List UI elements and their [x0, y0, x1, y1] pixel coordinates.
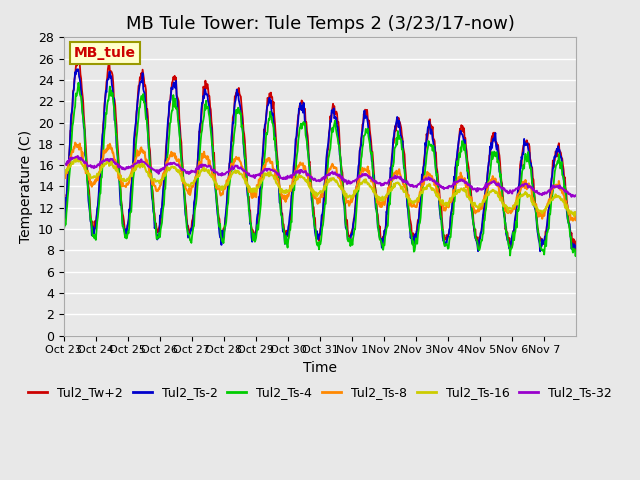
- Tul2_Ts-2: [60, 222, 68, 228]
- Tul2_Ts-4: [75, 80, 83, 85]
- Tul2_Tw+2: [402, 172, 410, 178]
- Tul2_Ts-2: [536, 249, 544, 254]
- Tul2_Ts-2: [572, 245, 580, 251]
- Tul2_Ts-16: [60, 171, 68, 177]
- Tul2_Ts-2: [402, 178, 410, 183]
- Tul2_Tw+2: [572, 238, 580, 244]
- Tul2_Ts-32: [402, 179, 410, 184]
- Tul2_Ts-8: [569, 218, 577, 224]
- Tul2_Ts-16: [71, 155, 79, 161]
- Legend: Tul2_Tw+2, Tul2_Ts-2, Tul2_Ts-4, Tul2_Ts-8, Tul2_Ts-16, Tul2_Ts-32: Tul2_Tw+2, Tul2_Ts-2, Tul2_Ts-4, Tul2_Ts…: [23, 381, 617, 404]
- Line: Tul2_Ts-32: Tul2_Ts-32: [64, 156, 576, 197]
- Tul2_Ts-4: [402, 182, 410, 188]
- Tul2_Ts-8: [121, 183, 129, 189]
- Tul2_Ts-2: [121, 228, 129, 234]
- Tul2_Ts-32: [241, 168, 248, 174]
- Tul2_Tw+2: [571, 248, 579, 253]
- Tul2_Ts-4: [572, 248, 580, 253]
- Tul2_Ts-4: [241, 142, 248, 147]
- Line: Tul2_Ts-4: Tul2_Ts-4: [64, 83, 576, 256]
- Tul2_Ts-8: [260, 164, 268, 170]
- Tul2_Ts-16: [241, 176, 248, 181]
- Text: MB_tule: MB_tule: [74, 46, 136, 60]
- Tul2_Ts-2: [373, 213, 381, 218]
- Tul2_Ts-32: [572, 192, 580, 198]
- Line: Tul2_Ts-16: Tul2_Ts-16: [64, 158, 576, 216]
- Tul2_Ts-32: [121, 167, 129, 172]
- Tul2_Ts-2: [74, 66, 82, 72]
- Line: Tul2_Ts-2: Tul2_Ts-2: [64, 69, 576, 252]
- Tul2_Ts-32: [74, 153, 82, 159]
- Tul2_Ts-32: [215, 172, 223, 178]
- Tul2_Ts-4: [260, 161, 268, 167]
- Tul2_Tw+2: [241, 131, 248, 137]
- Tul2_Ts-2: [241, 150, 248, 156]
- Line: Tul2_Ts-8: Tul2_Ts-8: [64, 143, 576, 221]
- Tul2_Ts-4: [215, 221, 223, 227]
- Tul2_Tw+2: [60, 215, 68, 221]
- Tul2_Ts-8: [241, 170, 248, 176]
- Tul2_Tw+2: [121, 225, 129, 230]
- Tul2_Ts-32: [260, 168, 268, 174]
- Tul2_Ts-32: [373, 180, 381, 185]
- Tul2_Ts-8: [71, 140, 79, 145]
- Tul2_Ts-2: [215, 223, 223, 229]
- X-axis label: Time: Time: [303, 361, 337, 375]
- Tul2_Ts-4: [572, 253, 579, 259]
- Tul2_Ts-8: [215, 184, 223, 190]
- Tul2_Ts-8: [373, 200, 381, 205]
- Title: MB Tule Tower: Tule Temps 2 (3/23/17-now): MB Tule Tower: Tule Temps 2 (3/23/17-now…: [125, 15, 515, 33]
- Tul2_Ts-16: [402, 190, 410, 195]
- Tul2_Tw+2: [260, 140, 268, 145]
- Tul2_Ts-16: [572, 210, 580, 216]
- Tul2_Ts-16: [260, 176, 268, 182]
- Tul2_Tw+2: [373, 209, 381, 215]
- Tul2_Ts-32: [568, 194, 575, 200]
- Tul2_Ts-16: [215, 184, 223, 190]
- Tul2_Ts-16: [121, 178, 129, 184]
- Tul2_Tw+2: [74, 55, 82, 60]
- Tul2_Ts-16: [570, 213, 578, 219]
- Tul2_Ts-4: [373, 212, 381, 218]
- Tul2_Tw+2: [215, 215, 223, 220]
- Tul2_Ts-8: [60, 176, 68, 182]
- Tul2_Ts-8: [402, 189, 410, 195]
- Tul2_Ts-2: [260, 141, 268, 146]
- Y-axis label: Temperature (C): Temperature (C): [19, 130, 33, 243]
- Line: Tul2_Tw+2: Tul2_Tw+2: [64, 58, 576, 251]
- Tul2_Ts-16: [373, 194, 381, 200]
- Tul2_Ts-32: [60, 162, 68, 168]
- Tul2_Ts-8: [572, 211, 580, 216]
- Tul2_Ts-4: [121, 230, 129, 236]
- Tul2_Ts-4: [60, 223, 68, 229]
